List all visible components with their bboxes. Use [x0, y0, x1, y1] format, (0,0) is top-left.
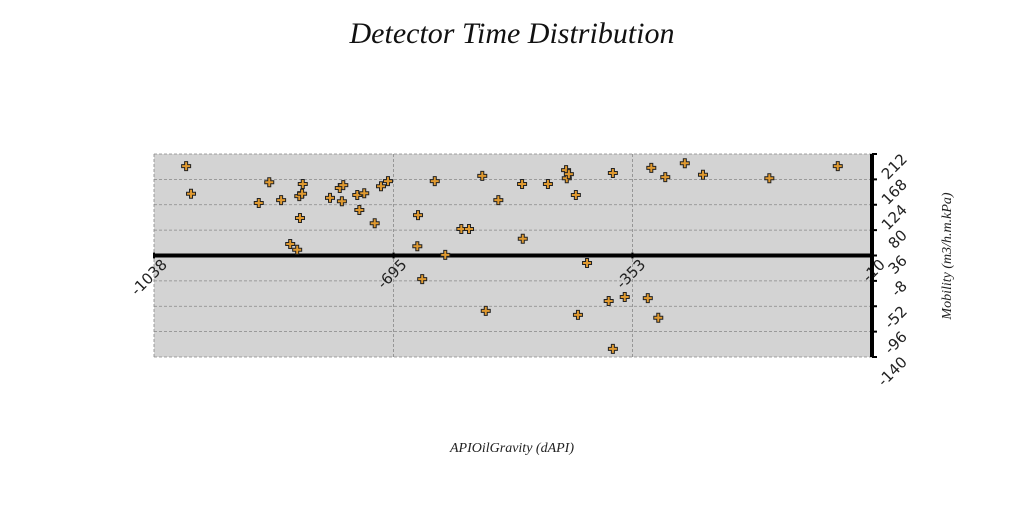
point [413, 210, 424, 221]
point [607, 168, 618, 179]
point [517, 233, 528, 244]
point [832, 161, 843, 172]
point [603, 296, 614, 307]
point [292, 244, 303, 255]
y-tick-label: -8 [888, 277, 911, 300]
point [582, 257, 593, 268]
point [359, 188, 370, 199]
y-tick-label: -140 [874, 353, 911, 390]
point [660, 172, 671, 183]
point [619, 292, 630, 303]
y-tick-label: -52 [881, 302, 911, 332]
y-tick-label: 36 [885, 252, 911, 278]
point [463, 223, 474, 234]
point [572, 309, 583, 320]
point [325, 192, 336, 203]
point [276, 195, 287, 206]
point [382, 176, 393, 187]
point [285, 238, 296, 249]
chart-title: Detector Time Distribution [349, 17, 675, 50]
point [412, 241, 423, 252]
point [653, 312, 664, 323]
point [646, 162, 657, 173]
point [764, 173, 775, 184]
point [480, 305, 491, 316]
point [253, 198, 264, 209]
x-axis-label: APIOilGravity (dAPI) [449, 441, 574, 456]
point [336, 196, 347, 207]
point [456, 223, 467, 234]
point [294, 213, 305, 224]
point [417, 274, 428, 285]
point [264, 177, 275, 188]
point [186, 188, 197, 199]
point [477, 170, 488, 181]
point [352, 189, 363, 200]
point [570, 189, 581, 200]
point [542, 178, 553, 189]
y-tick-label: -96 [881, 328, 911, 358]
point [354, 204, 365, 215]
point [517, 178, 528, 189]
point [297, 188, 308, 199]
point [563, 169, 574, 180]
point [181, 161, 192, 172]
point [642, 293, 653, 304]
point [607, 343, 618, 354]
point [338, 180, 349, 191]
point [369, 218, 380, 229]
y-axis-label: Mobility (m3/h.m.kPa) [940, 192, 955, 320]
point [297, 178, 308, 189]
point [375, 181, 386, 192]
point [429, 176, 440, 187]
point [440, 249, 451, 260]
point [679, 158, 690, 169]
point [493, 195, 504, 206]
point [697, 169, 708, 180]
